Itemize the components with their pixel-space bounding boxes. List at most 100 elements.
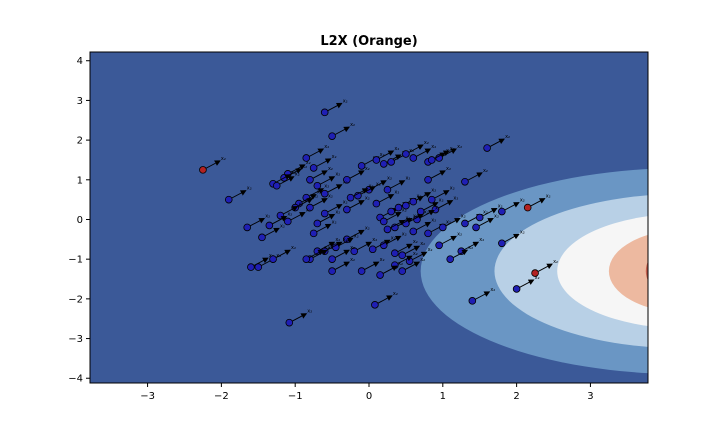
- arrow-label-70: x₂: [391, 235, 396, 241]
- arrow-label-75: x₂: [420, 257, 425, 263]
- arrow-label-19: x₂: [431, 144, 436, 150]
- arrow-label-45: x₂: [402, 207, 407, 213]
- point-28: [383, 185, 392, 194]
- point-1: [328, 132, 336, 140]
- point-72: [398, 251, 407, 260]
- arrow-label-27: x₂: [369, 184, 374, 190]
- y-tick-label-2: −2: [68, 294, 83, 305]
- point-60: [435, 241, 443, 250]
- point-62: [475, 213, 484, 222]
- arrow-label-79: x₂: [365, 225, 370, 231]
- arrow-label-83: x₂: [335, 237, 340, 243]
- arrow-label-60: x₂: [457, 231, 462, 237]
- arrow-label-54: x₂: [424, 209, 429, 215]
- arrow-label-1: x₂: [350, 122, 355, 128]
- point-46: [387, 207, 395, 216]
- points-layer: x₂ x₂ x₂ x₂ x₂ x₂ x₂ x₂ x₂ x₂ x₂ x₂ x₂ x₂ x₂ x₂ x₂ x₂ x₂ x₂…: [199, 98, 558, 327]
- y-tick-label-5: 1: [77, 175, 83, 186]
- point-85: [302, 255, 311, 263]
- y-tick-label-4: 0: [77, 215, 83, 226]
- arrow-label-3: x₂: [221, 156, 226, 162]
- arrow-label-33: x₂: [328, 194, 333, 200]
- arrow-label-76: x₂: [398, 261, 403, 267]
- arrow-label-63: x₂: [494, 213, 499, 219]
- arrow-label-15: x₂: [394, 146, 399, 152]
- arrow-label-22: x₂: [450, 146, 455, 152]
- arrow-label-50: x₂: [439, 198, 444, 204]
- arrow-label-66: x₂: [520, 229, 525, 235]
- arrow-label-52: x₂: [453, 196, 458, 202]
- arrow-label-77: x₂: [380, 257, 385, 263]
- arrow-label-31: x₂: [317, 190, 322, 196]
- arrow-label-21: x₂: [457, 144, 462, 150]
- point-11: [306, 175, 314, 184]
- arrow-label-38: x₂: [306, 207, 311, 213]
- point-86: [328, 267, 336, 275]
- arrow-label-69: x₂: [402, 231, 407, 237]
- arrow-label-8: x₂: [302, 164, 307, 170]
- y-axis: −4 −3 −2 −1 0 1 2 3 4: [68, 56, 90, 385]
- point-42: [343, 205, 351, 214]
- point-18: [402, 150, 410, 158]
- arrow-label-74: x₂: [413, 251, 418, 257]
- arrow-label-9: x₂: [291, 170, 296, 176]
- arrow-label-40: x₂: [332, 219, 337, 225]
- point-15: [372, 156, 381, 164]
- arrow-label-2: x₂: [505, 134, 510, 140]
- point-23: [424, 175, 432, 184]
- contour-band-4: [608, 234, 648, 308]
- arrow-label-78: x₂: [372, 237, 377, 243]
- point-65: [523, 203, 532, 212]
- arrow-label-80: x₂: [354, 233, 359, 239]
- point-78: [350, 247, 359, 256]
- arrow-label-25: x₂: [387, 176, 392, 182]
- point-81: [328, 255, 336, 263]
- point-43: [372, 199, 381, 208]
- point-93: [371, 301, 379, 309]
- arrow-label-55: x₂: [413, 213, 418, 219]
- arrow-label-85: x₂: [324, 245, 329, 251]
- x-tick-label-1: −2: [214, 391, 229, 402]
- arrow-label-12: x₂: [335, 172, 340, 178]
- point-16: [379, 160, 388, 168]
- arrow-label-36: x₂: [265, 213, 270, 219]
- arrow-label-92: x₂: [490, 287, 495, 293]
- point-38: [284, 217, 292, 226]
- point-76: [376, 271, 384, 279]
- point-0: [320, 108, 329, 117]
- point-47: [394, 203, 403, 212]
- point-12: [313, 181, 322, 190]
- arrow-label-65: x₂: [546, 194, 551, 200]
- point-27: [346, 193, 355, 202]
- arrow-label-24: x₂: [483, 168, 488, 174]
- arrow-label-41: x₂: [343, 200, 348, 206]
- arrow-label-43: x₂: [394, 190, 399, 196]
- point-33: [306, 203, 314, 212]
- point-22: [427, 156, 436, 164]
- arrow-label-64: x₂: [520, 198, 525, 204]
- point-19: [409, 154, 418, 162]
- point-56: [383, 225, 392, 234]
- point-48: [402, 201, 410, 210]
- point-70: [368, 245, 377, 254]
- arrow-label-18: x₂: [424, 140, 429, 146]
- arrow-label-10: x₂: [295, 172, 300, 178]
- point-35: [265, 221, 274, 230]
- arrow-label-29: x₂: [343, 180, 348, 186]
- arrow-label-82: x₂: [343, 237, 348, 243]
- point-45: [379, 217, 388, 226]
- x-tick-label-0: −3: [140, 391, 155, 402]
- arrow-label-68: x₂: [468, 245, 473, 251]
- arrow-label-72: x₂: [420, 241, 425, 247]
- point-61: [461, 219, 469, 228]
- point-49: [409, 197, 418, 206]
- point-89: [269, 255, 277, 263]
- point-3: [199, 166, 207, 174]
- arrow-label-53: x₂: [435, 205, 440, 211]
- point-13: [343, 175, 351, 184]
- point-37: [258, 233, 266, 242]
- point-92: [468, 297, 477, 305]
- y-tick-label-3: −1: [68, 255, 83, 266]
